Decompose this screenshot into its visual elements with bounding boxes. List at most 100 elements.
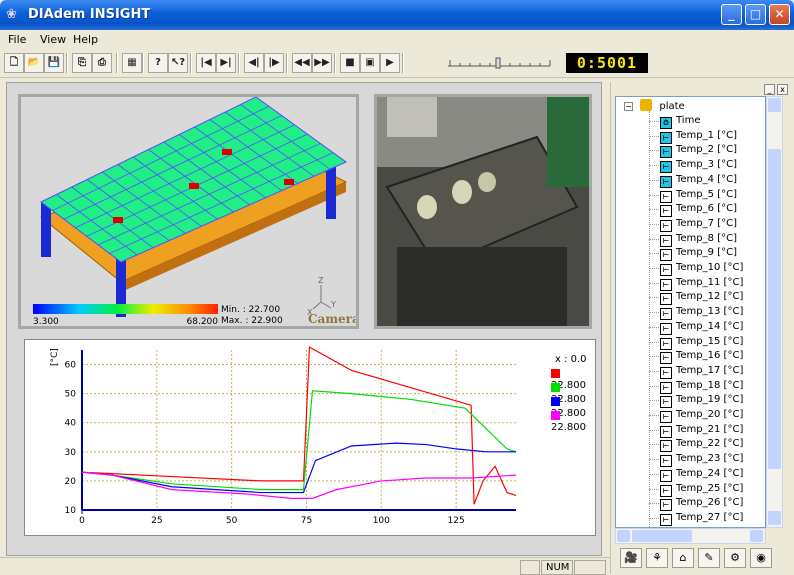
scroll-down-button[interactable] — [768, 511, 781, 525]
chart-icon[interactable]: ✎ — [698, 548, 720, 568]
context-help-button[interactable]: ↖? — [168, 53, 188, 73]
channel-item[interactable]: ⊢ Temp_4 [°C] — [660, 173, 737, 188]
print-button[interactable]: ⎙ — [92, 53, 112, 73]
tree-connector — [649, 194, 659, 196]
scroll-left-button[interactable] — [617, 530, 630, 542]
save-button[interactable]: 💾 — [44, 53, 64, 73]
y-tick-label: 30 — [65, 448, 77, 458]
tree-connector — [649, 429, 659, 431]
play-button[interactable]: ▶ — [380, 53, 400, 73]
loop-button[interactable]: ▣ — [360, 53, 380, 73]
channel-item[interactable]: ⊢ Temp_1 [°C] — [660, 129, 737, 144]
open-button[interactable]: 📂 — [24, 53, 44, 73]
time-slider[interactable] — [446, 56, 552, 70]
menu-file[interactable]: File — [8, 33, 27, 46]
plate-grid-line — [163, 141, 250, 206]
folder-icon[interactable]: ⌂ — [672, 548, 694, 568]
channel-item[interactable]: ⊢ Temp_25 [°C] — [660, 482, 743, 497]
last-frame-button[interactable]: ▶| — [216, 53, 236, 73]
channel-item[interactable]: ⊢ Temp_24 [°C] — [660, 467, 743, 482]
menu-help[interactable]: Help — [73, 33, 99, 46]
step-back-button[interactable]: ◀| — [244, 53, 264, 73]
channel-item[interactable]: ⊢ Temp_10 [°C] — [660, 261, 743, 276]
dock-tabs: 🎥 ⚘ ⌂ ✎ ⚙ ◉ — [620, 548, 780, 570]
camera-icon[interactable]: 🎥 — [620, 548, 642, 568]
channel-icon: ⊢ — [660, 205, 672, 218]
channel-item[interactable]: ⊢ Temp_26 [°C] — [660, 496, 743, 512]
copy-button[interactable]: ⎘ — [72, 53, 92, 73]
gear-icon[interactable]: ⚙ — [724, 548, 746, 568]
channel-item[interactable]: ⊢ Temp_3 [°C] — [660, 158, 737, 174]
channel-item[interactable]: ⊢Temp_28 [°C] — [660, 526, 743, 528]
channel-icon: ⊢ — [660, 513, 672, 526]
scroll-right-button[interactable] — [750, 530, 763, 542]
channel-item[interactable]: ⊢ Temp_20 [°C] — [660, 408, 743, 423]
collapse-icon[interactable]: − — [624, 102, 633, 111]
channel-item[interactable]: ⊢ Temp_2 [°C] — [660, 143, 737, 159]
globe-icon[interactable]: ◉ — [750, 548, 772, 568]
channel-item[interactable]: ⊢ Temp_8 [°C] — [660, 232, 737, 247]
menu-view[interactable]: View — [40, 33, 67, 46]
model-3d-canvas[interactable]: 3.300 68.200 Min. : 22.700 Max. : 22.900… — [21, 96, 372, 327]
tree-connector — [649, 282, 659, 284]
line-chart[interactable]: 0 25 50 75 100 125 10 20 30 40 50 60 [°C] — [25, 340, 597, 537]
rewind-button[interactable]: ◀◀ — [292, 53, 312, 73]
video-view[interactable] — [374, 94, 592, 329]
tree-connector — [649, 488, 659, 490]
tree-connector — [649, 517, 659, 519]
tree-root[interactable]: − plate — [624, 99, 685, 113]
help-button[interactable]: ? — [148, 53, 168, 73]
channel-item[interactable]: ⊢ Temp_18 [°C] — [660, 379, 743, 394]
channel-tree[interactable]: − plate ⏱ Time ⊢ Temp_1 [°C] ⊢ Temp_2 [°C] ⊢ Te… — [615, 96, 766, 528]
toolbar-separator — [402, 53, 404, 73]
channel-item[interactable]: ⊢ Temp_15 [°C] — [660, 335, 743, 350]
new-button[interactable]: 🗋 — [4, 53, 24, 73]
channel-item[interactable]: ⊢ Temp_9 [°C] — [660, 246, 737, 262]
channel-item[interactable]: ⊢ Temp_17 [°C] — [660, 364, 743, 379]
pane-close-button[interactable]: x — [777, 84, 788, 95]
channel-item[interactable]: ⊢ Temp_11 [°C] — [660, 276, 743, 291]
pane-minimize-button[interactable]: _ — [764, 84, 775, 95]
close-button[interactable]: ✕ — [769, 4, 790, 25]
legend-swatch — [551, 383, 560, 392]
tree-horizontal-scrollbar[interactable] — [615, 528, 766, 544]
channel-item[interactable]: ⊢ Temp_12 [°C] — [660, 290, 743, 306]
step-forward-button[interactable]: |▶ — [264, 53, 284, 73]
channel-label: Temp_19 [°C] — [676, 394, 744, 406]
tree-vertical-scrollbar[interactable] — [766, 96, 783, 528]
line-chart-panel[interactable]: 0 25 50 75 100 125 10 20 30 40 50 60 [°C] x : 0.0 22… — [24, 339, 596, 536]
channel-item[interactable]: ⊢ Temp_6 [°C] — [660, 202, 737, 218]
grid-button[interactable]: ▦ — [122, 53, 142, 73]
channel-item[interactable]: ⊢ Temp_5 [°C] — [660, 188, 737, 203]
legend-entry: 22.800 — [551, 397, 595, 419]
title-bar: ❀ DIAdem INSIGHT _ □ ✕ — [0, 0, 794, 30]
sensor-icon[interactable]: ⚘ — [646, 548, 668, 568]
first-frame-button[interactable]: |◀ — [196, 53, 216, 73]
scroll-thumb[interactable] — [768, 149, 781, 469]
series-line-3 — [81, 442, 516, 494]
stop-button[interactable]: ■ — [340, 53, 360, 73]
channel-item[interactable]: ⊢ Temp_23 [°C] — [660, 452, 743, 468]
channel-item[interactable]: ⏱ Time — [660, 114, 700, 129]
channel-item[interactable]: ⊢ Temp_13 [°C] — [660, 305, 743, 321]
channel-item[interactable]: ⊢ Temp_7 [°C] — [660, 217, 737, 232]
channel-item[interactable]: ⊢ Temp_16 [°C] — [660, 349, 743, 365]
channel-icon: ⊢ — [660, 337, 672, 350]
maximize-button[interactable]: □ — [745, 4, 766, 25]
tree-connector — [649, 165, 659, 167]
channel-item[interactable]: ⊢ Temp_27 [°C] — [660, 511, 743, 526]
fast-forward-button[interactable]: ▶▶ — [312, 53, 332, 73]
time-slider-track[interactable] — [446, 56, 552, 70]
status-cell-blank — [520, 560, 540, 575]
channel-item[interactable]: ⊢ Temp_22 [°C] — [660, 437, 743, 453]
channel-item[interactable]: ⊢ Temp_21 [°C] — [660, 423, 743, 438]
model-3d-view[interactable]: 3.300 68.200 Min. : 22.700 Max. : 22.900… — [18, 94, 372, 329]
minimize-button[interactable]: _ — [721, 4, 742, 25]
channel-icon: ⊢ — [660, 381, 672, 394]
slider-thumb[interactable] — [495, 57, 501, 69]
channel-item[interactable]: ⊢ Temp_14 [°C] — [660, 320, 743, 335]
channel-label: Temp_4 [°C] — [676, 173, 737, 185]
hscroll-thumb[interactable] — [632, 530, 692, 542]
channel-item[interactable]: ⊢ Temp_19 [°C] — [660, 393, 744, 409]
scroll-up-button[interactable] — [768, 98, 781, 112]
